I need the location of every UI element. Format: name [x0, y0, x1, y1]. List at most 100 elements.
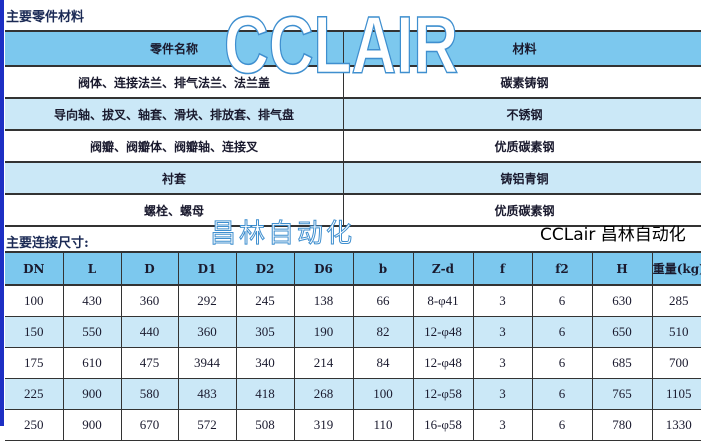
dimension-cell: 100: [5, 285, 63, 317]
dimensions-section-title: 主要连接尺寸:: [6, 232, 89, 251]
dimension-cell: 84: [353, 348, 413, 379]
dimension-cell: 900: [63, 379, 121, 410]
dimension-cell: 285: [652, 285, 701, 317]
left-edge-strip: [0, 0, 4, 426]
dimension-cell: 250: [5, 410, 63, 441]
dimension-cell: 138: [294, 285, 353, 317]
dimension-cell: 319: [294, 410, 353, 441]
dimension-cell: 245: [236, 285, 294, 317]
dimension-cell: 12-φ48: [413, 348, 473, 379]
material-cell: 铸铝青铜: [344, 162, 701, 194]
col-header: DN: [5, 252, 63, 285]
dimension-cell: 66: [353, 285, 413, 317]
dimension-cell: 1105: [652, 379, 701, 410]
dimension-cell: 630: [592, 285, 652, 317]
part-name-cell: 衬套: [5, 162, 344, 194]
dimension-cell: 1330: [652, 410, 701, 441]
dimension-cell: 6: [532, 285, 592, 317]
dimension-cell: 3: [473, 317, 532, 348]
table-row: 阀体、连接法兰、排气法兰、法兰盖碳素铸钢: [5, 66, 701, 98]
dimension-cell: 190: [294, 317, 353, 348]
dimension-cell: 360: [121, 285, 178, 317]
dimension-cell: 685: [592, 348, 652, 379]
dimension-cell: 430: [63, 285, 121, 317]
dimension-cell: 483: [178, 379, 236, 410]
material-cell: 碳素铸钢: [344, 66, 701, 98]
table-row: 阀瓣、阀瓣体、阀瓣轴、连接叉优质碳素钢: [5, 130, 701, 162]
dimension-cell: 175: [5, 348, 63, 379]
col-header: D: [121, 252, 178, 285]
col-header-part-name: 零件名称: [5, 31, 344, 66]
dimension-cell: 580: [121, 379, 178, 410]
dimension-cell: 360: [178, 317, 236, 348]
dimension-cell: 100: [353, 379, 413, 410]
dimension-cell: 510: [652, 317, 701, 348]
col-header: 重量(kg): [652, 252, 701, 285]
dimension-cell: 900: [63, 410, 121, 441]
parts-section-title: 主要零件材料: [6, 6, 84, 25]
dimension-cell: 780: [592, 410, 652, 441]
dimension-cell: 572: [178, 410, 236, 441]
dimension-cell: 268: [294, 379, 353, 410]
dimension-cell: 700: [652, 348, 701, 379]
watermark-corner-brand: CCLair 昌林自动化: [540, 227, 686, 244]
dimension-cell: 440: [121, 317, 178, 348]
col-header: D2: [236, 252, 294, 285]
dimension-cell: 214: [294, 348, 353, 379]
dimension-cell: 225: [5, 379, 63, 410]
dimension-cell: 6: [532, 410, 592, 441]
dimension-cell: 475: [121, 348, 178, 379]
dimension-cell: 3: [473, 348, 532, 379]
dimension-cell: 418: [236, 379, 294, 410]
col-header: D6: [294, 252, 353, 285]
col-header: H: [592, 252, 652, 285]
dimension-cell: 508: [236, 410, 294, 441]
part-name-cell: 螺栓、螺母: [5, 194, 344, 226]
dimension-cell: 6: [532, 348, 592, 379]
material-cell: 不锈钢: [344, 98, 701, 130]
dimension-cell: 12-φ48: [413, 317, 473, 348]
part-name-cell: 阀瓣、阀瓣体、阀瓣轴、连接叉: [5, 130, 344, 162]
table-row: 衬套铸铝青铜: [5, 162, 701, 194]
dimension-cell: 12-φ58: [413, 379, 473, 410]
dimension-cell: 110: [353, 410, 413, 441]
dimension-cell: 340: [236, 348, 294, 379]
col-header: Z-d: [413, 252, 473, 285]
dimension-cell: 3: [473, 379, 532, 410]
material-cell: 优质碳素钢: [344, 130, 701, 162]
col-header: L: [63, 252, 121, 285]
dimension-cell: 8-φ41: [413, 285, 473, 317]
part-name-cell: 阀体、连接法兰、排气法兰、法兰盖: [5, 66, 344, 98]
part-name-cell: 导向轴、拔叉、轴套、滑块、排放套、排气盘: [5, 98, 344, 130]
dimension-cell: 670: [121, 410, 178, 441]
dimension-cell: 305: [236, 317, 294, 348]
dimension-cell: 292: [178, 285, 236, 317]
dimension-cell: 6: [532, 379, 592, 410]
col-header: b: [353, 252, 413, 285]
table-row: 螺栓、螺母优质碳素钢: [5, 194, 701, 226]
dimension-cell: 3: [473, 410, 532, 441]
dimension-cell: 3: [473, 285, 532, 317]
table-row: 导向轴、拔叉、轴套、滑块、排放套、排气盘不锈钢: [5, 98, 701, 130]
dimension-cell: 3944: [178, 348, 236, 379]
parts-materials-table: 零件名称 材料 阀体、连接法兰、排气法兰、法兰盖碳素铸钢导向轴、拔叉、轴套、滑块…: [5, 30, 701, 227]
col-header: D1: [178, 252, 236, 285]
dimension-cell: 82: [353, 317, 413, 348]
dimension-cell: 765: [592, 379, 652, 410]
dimension-cell: 6: [532, 317, 592, 348]
col-header: f: [473, 252, 532, 285]
material-cell: 优质碳素钢: [344, 194, 701, 226]
dimension-cell: 16-φ58: [413, 410, 473, 441]
col-header-material: 材料: [344, 31, 701, 66]
col-header: f2: [532, 252, 592, 285]
dimension-cell: 650: [592, 317, 652, 348]
dimension-cell: 550: [63, 317, 121, 348]
dimension-cell: 150: [5, 317, 63, 348]
dimension-cell: 610: [63, 348, 121, 379]
